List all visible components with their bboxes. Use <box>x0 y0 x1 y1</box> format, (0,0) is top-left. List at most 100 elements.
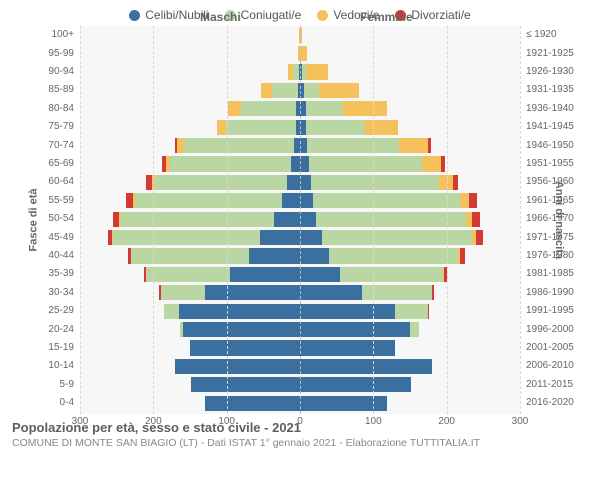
bar-segment <box>135 193 282 208</box>
bar-segment <box>170 156 291 171</box>
bar-segment <box>428 138 431 153</box>
bar-segment <box>316 212 466 227</box>
age-tick: 100+ <box>51 29 74 40</box>
bar-segment <box>428 304 429 319</box>
age-tick: 40-44 <box>48 250 74 261</box>
age-tick: 20-24 <box>48 324 74 335</box>
age-tick: 10-14 <box>48 360 74 371</box>
birth-tick: 1991-1995 <box>526 305 574 316</box>
gridline <box>520 26 521 414</box>
age-tick: 85-89 <box>48 84 74 95</box>
bar-segment <box>249 248 300 263</box>
x-tick: 300 <box>512 416 529 427</box>
bar-segment <box>300 138 307 153</box>
x-tick: 100 <box>365 416 382 427</box>
bar-segment <box>205 396 300 411</box>
x-tick: 200 <box>438 416 455 427</box>
bar-segment <box>217 120 226 135</box>
x-tick: 300 <box>72 416 89 427</box>
birth-tick: 1941-1945 <box>526 121 574 132</box>
gridline <box>447 26 448 414</box>
age-tick: 70-74 <box>48 140 74 151</box>
legend-item: Celibi/Nubili <box>129 8 208 22</box>
bar-segment <box>274 212 300 227</box>
age-tick: 25-29 <box>48 305 74 316</box>
bar-segment <box>146 267 230 282</box>
bar-segment <box>226 120 296 135</box>
bar-segment <box>319 83 359 98</box>
bar-segment <box>300 267 340 282</box>
bar-segment <box>453 175 459 190</box>
bar-segment <box>205 285 300 300</box>
bar-segment <box>113 230 260 245</box>
bar-segment <box>131 248 248 263</box>
bar-segment <box>272 83 298 98</box>
bar-segment <box>183 322 300 337</box>
legend-swatch <box>317 10 328 21</box>
bar-segment <box>399 138 428 153</box>
bar-segment <box>300 248 329 263</box>
birth-tick: 1946-1950 <box>526 140 574 151</box>
gridline <box>153 26 154 414</box>
bar-segment <box>179 304 300 319</box>
birth-tick: 1951-1955 <box>526 158 574 169</box>
x-tick: 100 <box>218 416 235 427</box>
birth-tick: 1921-1925 <box>526 48 574 59</box>
bar-segment <box>175 359 300 374</box>
legend-label: Coniugati/e <box>241 8 302 22</box>
label-femmine: Femmine <box>360 10 413 24</box>
age-tick: 80-84 <box>48 103 74 114</box>
bar-segment <box>307 138 399 153</box>
bar-segment <box>300 156 309 171</box>
plot-area: Maschi Femmine 100+≤ 192095-991921-19259… <box>80 26 520 414</box>
birth-tick: 2006-2010 <box>526 360 574 371</box>
birth-tick: 1961-1965 <box>526 195 574 206</box>
bar-segment <box>410 322 419 337</box>
x-axis: 3002001000100200300 <box>80 416 520 432</box>
birth-tick: 2001-2005 <box>526 342 574 353</box>
legend: Celibi/NubiliConiugati/eVedovi/eDivorzia… <box>0 0 600 26</box>
age-tick: 30-34 <box>48 287 74 298</box>
bar-segment <box>441 156 445 171</box>
bar-segment <box>300 304 395 319</box>
bar-segment <box>177 138 184 153</box>
bar-segment <box>472 212 479 227</box>
birth-tick: ≤ 1920 <box>526 29 557 40</box>
birth-tick: 2016-2020 <box>526 397 574 408</box>
birth-tick: 1931-1935 <box>526 84 574 95</box>
bar-segment <box>291 156 300 171</box>
birth-tick: 1971-1975 <box>526 232 574 243</box>
birth-tick: 1976-1980 <box>526 250 574 261</box>
legend-swatch <box>129 10 140 21</box>
birth-tick: 1981-1985 <box>526 268 574 279</box>
bar-segment <box>260 230 300 245</box>
bar-segment <box>340 267 443 282</box>
age-tick: 75-79 <box>48 121 74 132</box>
bar-segment <box>460 248 465 263</box>
gridline <box>227 26 228 414</box>
bar-segment <box>343 101 387 116</box>
bar-segment <box>311 175 439 190</box>
bar-segment <box>261 83 272 98</box>
age-tick: 60-64 <box>48 176 74 187</box>
bar-segment <box>300 377 411 392</box>
birth-tick: 2011-2015 <box>526 379 573 390</box>
bar-segment <box>300 285 362 300</box>
bar-segment <box>304 83 319 98</box>
bar-segment <box>432 285 434 300</box>
bar-segment <box>306 64 328 79</box>
bar-segment <box>120 212 274 227</box>
bar-segment <box>306 120 365 135</box>
label-maschi: Maschi <box>200 10 241 24</box>
age-tick: 5-9 <box>60 379 74 390</box>
y-axis-label-left: Fasce di età <box>27 189 39 252</box>
birth-tick: 1996-2000 <box>526 324 574 335</box>
bar-segment <box>126 193 133 208</box>
x-tick: 200 <box>145 416 162 427</box>
bar-segment <box>365 120 398 135</box>
bar-segment <box>329 248 457 263</box>
bar-segment <box>190 340 300 355</box>
gridline <box>80 26 81 414</box>
birth-tick: 1966-1970 <box>526 213 574 224</box>
bar-segment <box>287 175 300 190</box>
